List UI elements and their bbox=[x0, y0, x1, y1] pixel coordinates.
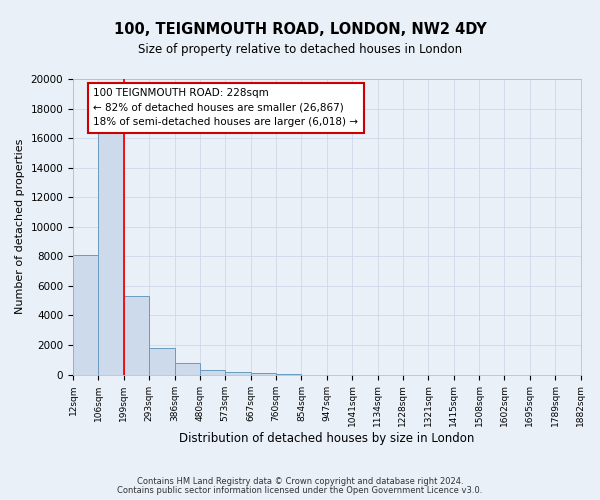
Bar bbox=[251, 373, 276, 374]
Bar bbox=[175, 363, 200, 374]
Bar bbox=[98, 130, 124, 374]
Bar bbox=[73, 255, 98, 374]
Text: Size of property relative to detached houses in London: Size of property relative to detached ho… bbox=[138, 42, 462, 56]
Text: Contains public sector information licensed under the Open Government Licence v3: Contains public sector information licen… bbox=[118, 486, 482, 495]
Bar bbox=[225, 372, 251, 374]
X-axis label: Distribution of detached houses by size in London: Distribution of detached houses by size … bbox=[179, 432, 475, 445]
Text: Contains HM Land Registry data © Crown copyright and database right 2024.: Contains HM Land Registry data © Crown c… bbox=[137, 477, 463, 486]
Text: 100 TEIGNMOUTH ROAD: 228sqm
← 82% of detached houses are smaller (26,867)
18% of: 100 TEIGNMOUTH ROAD: 228sqm ← 82% of det… bbox=[94, 88, 358, 128]
Text: 100, TEIGNMOUTH ROAD, LONDON, NW2 4DY: 100, TEIGNMOUTH ROAD, LONDON, NW2 4DY bbox=[113, 22, 487, 38]
Bar bbox=[149, 348, 175, 374]
Bar bbox=[124, 296, 149, 374]
Bar bbox=[200, 370, 225, 374]
Y-axis label: Number of detached properties: Number of detached properties bbox=[15, 139, 25, 314]
